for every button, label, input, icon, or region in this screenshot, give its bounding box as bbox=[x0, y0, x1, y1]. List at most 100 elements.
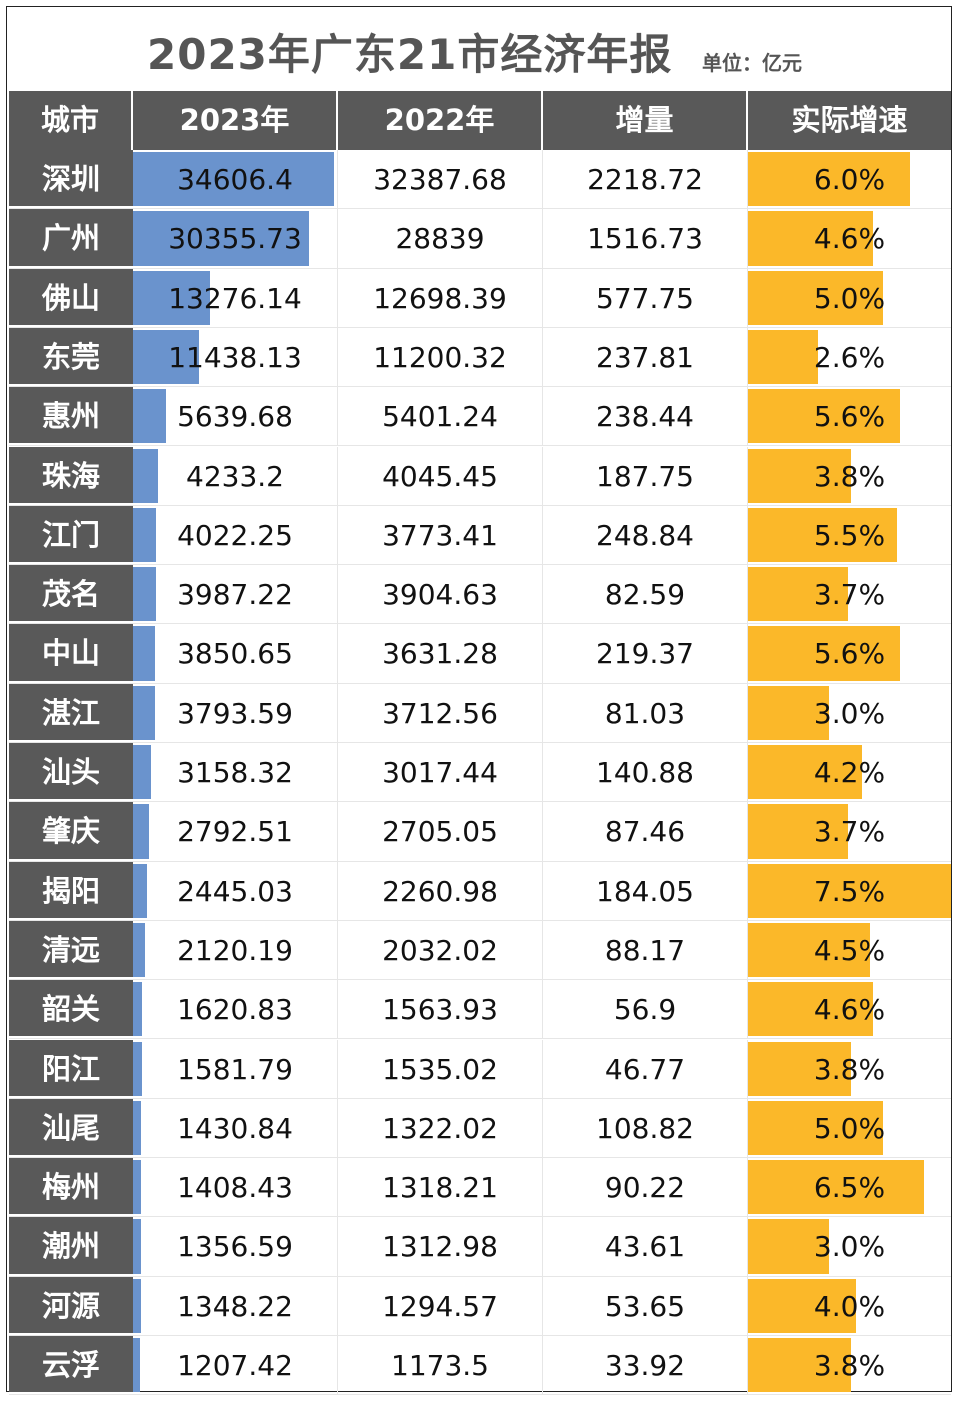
table-row: 中山 3850.65 3631.28 219.37 5.6% bbox=[9, 624, 951, 684]
increase-cell: 82.59 bbox=[543, 565, 748, 624]
table-row: 深圳 34606.4 32387.68 2218.72 6.0% bbox=[9, 150, 951, 210]
growth-rate-cell: 4.6% bbox=[748, 209, 951, 267]
growth-rate-bar bbox=[748, 211, 873, 266]
increase-cell: 43.61 bbox=[543, 1217, 748, 1276]
growth-rate-value: 5.0% bbox=[813, 281, 886, 315]
city-cell: 阳江 bbox=[9, 1039, 133, 1098]
gdp-2023-bar bbox=[133, 389, 166, 444]
growth-rate-value: 2.6% bbox=[813, 340, 886, 374]
gdp-2023-cell: 1430.84 bbox=[133, 1098, 338, 1158]
gdp-2023-bar bbox=[133, 863, 148, 918]
city-cell: 韶关 bbox=[9, 980, 133, 1039]
growth-rate-bar bbox=[748, 1041, 851, 1096]
gdp-2022-cell: 1173.5 bbox=[338, 1336, 543, 1395]
increase-cell: 81.03 bbox=[543, 683, 748, 742]
gdp-2023-value: 3793.59 bbox=[177, 696, 293, 730]
table-row: 阳江 1581.79 1535.02 46.77 3.8% bbox=[9, 1039, 951, 1099]
gdp-2023-value: 1207.42 bbox=[177, 1349, 293, 1382]
gdp-2023-bar bbox=[133, 1160, 142, 1215]
growth-rate-cell: 6.5% bbox=[748, 1158, 951, 1216]
gdp-2023-bar bbox=[133, 804, 150, 859]
growth-rate-cell: 3.0% bbox=[748, 1217, 951, 1275]
gdp-2023-value: 4022.25 bbox=[177, 518, 293, 552]
growth-rate-cell: 4.0% bbox=[748, 1277, 951, 1335]
header-city: 城市 bbox=[9, 91, 133, 150]
growth-rate-value: 4.0% bbox=[813, 1289, 886, 1323]
gdp-2022-cell: 12698.39 bbox=[338, 268, 543, 327]
title-row: 2023年广东21市经济年报 单位：亿元 bbox=[7, 7, 951, 91]
growth-rate-value: 6.5% bbox=[813, 1171, 886, 1205]
gdp-2023-value: 4233.2 bbox=[186, 459, 284, 493]
gdp-2023-cell: 1348.22 bbox=[133, 1276, 338, 1335]
growth-rate-bar bbox=[748, 507, 897, 563]
city-cell: 潮州 bbox=[9, 1217, 133, 1276]
gdp-2023-value: 2445.03 bbox=[177, 874, 293, 908]
gdp-2023-bar bbox=[133, 1338, 140, 1393]
growth-rate-bar bbox=[748, 389, 900, 444]
gdp-2023-bar bbox=[133, 685, 156, 740]
growth-rate-cell: 3.0% bbox=[748, 684, 951, 742]
growth-rate-value: 5.6% bbox=[813, 637, 886, 671]
growth-rate-bar bbox=[748, 922, 870, 978]
gdp-2023-bar bbox=[133, 745, 152, 800]
growth-rate-cell: 4.5% bbox=[748, 921, 951, 979]
growth-rate-cell: 3.8% bbox=[748, 447, 951, 505]
header-increase: 增量 bbox=[543, 91, 748, 150]
growth-rate-value: 4.2% bbox=[813, 756, 886, 789]
growth-rate-bar bbox=[748, 152, 911, 207]
table-row: 珠海 4233.2 4045.45 187.75 3.8% bbox=[9, 446, 951, 506]
growth-rate-cell: 7.5% bbox=[748, 862, 951, 920]
table-row: 东莞 11438.13 11200.32 237.81 2.6% bbox=[9, 327, 951, 388]
growth-rate-bar bbox=[748, 1278, 857, 1333]
gdp-2023-value: 13276.14 bbox=[168, 281, 302, 315]
increase-cell: 46.77 bbox=[543, 1039, 748, 1098]
gdp-2023-value: 3158.32 bbox=[177, 756, 293, 789]
gdp-2023-bar bbox=[133, 1219, 141, 1274]
growth-rate-value: 3.0% bbox=[813, 696, 886, 730]
city-cell: 肇庆 bbox=[9, 802, 133, 861]
increase-cell: 237.81 bbox=[543, 327, 748, 387]
growth-rate-bar bbox=[748, 982, 873, 1037]
gdp-2023-bar bbox=[133, 329, 200, 385]
growth-rate-value: 4.6% bbox=[813, 222, 886, 256]
gdp-2022-cell: 2032.02 bbox=[338, 920, 543, 980]
growth-rate-cell: 5.0% bbox=[748, 1099, 951, 1157]
gdp-2022-cell: 1312.98 bbox=[338, 1217, 543, 1276]
city-cell: 珠海 bbox=[9, 446, 133, 505]
growth-rate-cell: 3.7% bbox=[748, 802, 951, 860]
city-cell: 汕头 bbox=[9, 743, 133, 802]
increase-cell: 87.46 bbox=[543, 802, 748, 861]
increase-cell: 88.17 bbox=[543, 920, 748, 980]
gdp-2023-bar bbox=[133, 567, 157, 622]
gdp-2023-value: 1620.83 bbox=[177, 993, 293, 1027]
gdp-2022-cell: 11200.32 bbox=[338, 327, 543, 387]
table-row: 云浮 1207.42 1173.5 33.92 3.8% bbox=[9, 1336, 951, 1396]
gdp-2023-bar bbox=[133, 448, 158, 503]
gdp-2022-cell: 3904.63 bbox=[338, 565, 543, 624]
growth-rate-bar bbox=[748, 863, 951, 918]
gdp-2023-cell: 3793.59 bbox=[133, 683, 338, 742]
gdp-2023-bar bbox=[133, 922, 146, 978]
growth-rate-value: 7.5% bbox=[813, 874, 886, 908]
city-cell: 汕尾 bbox=[9, 1098, 133, 1158]
gdp-2023-value: 11438.13 bbox=[168, 340, 302, 374]
gdp-2023-bar bbox=[133, 982, 143, 1037]
gdp-2023-value: 1430.84 bbox=[177, 1111, 293, 1145]
city-cell: 佛山 bbox=[9, 268, 133, 327]
increase-cell: 577.75 bbox=[543, 268, 748, 327]
growth-rate-bar bbox=[748, 567, 849, 622]
gdp-2023-cell: 3158.32 bbox=[133, 743, 338, 802]
growth-rate-bar bbox=[748, 685, 830, 740]
growth-rate-value: 3.7% bbox=[813, 578, 886, 612]
increase-cell: 248.84 bbox=[543, 505, 748, 565]
city-cell: 广州 bbox=[9, 209, 133, 268]
header-2023: 2023年 bbox=[133, 91, 338, 150]
gdp-2022-cell: 3773.41 bbox=[338, 505, 543, 565]
increase-cell: 187.75 bbox=[543, 446, 748, 505]
increase-cell: 219.37 bbox=[543, 624, 748, 683]
growth-rate-value: 6.0% bbox=[813, 163, 886, 196]
gdp-2023-cell: 30355.73 bbox=[133, 209, 338, 268]
gdp-2023-bar bbox=[133, 1100, 142, 1156]
increase-cell: 53.65 bbox=[543, 1276, 748, 1335]
header-growth-rate: 实际增速 bbox=[791, 103, 908, 137]
